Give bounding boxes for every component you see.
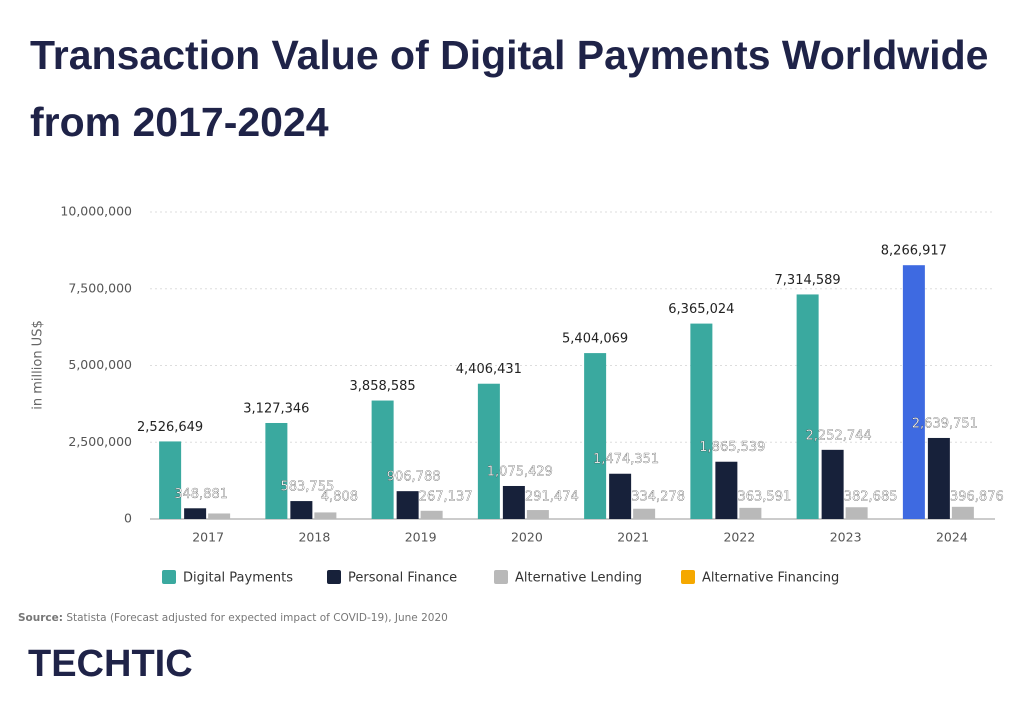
bar — [290, 501, 313, 519]
bar — [927, 437, 950, 519]
x-tick-label: 2020 — [511, 530, 543, 545]
bar — [420, 510, 443, 519]
bar — [902, 265, 925, 519]
legend-swatch — [327, 570, 341, 584]
x-tick-label: 2022 — [723, 530, 755, 545]
source-label: Source: — [18, 612, 63, 624]
bar — [314, 512, 337, 519]
legend-label: Alternative Lending — [515, 571, 642, 586]
value-label: 2,526,649 — [137, 420, 203, 435]
value-label: 8,266,917 — [881, 244, 947, 259]
legend-swatch — [681, 570, 695, 584]
bar — [208, 513, 231, 519]
value-label: 396,876 — [950, 490, 1004, 505]
chart-title: from 2017-2024 — [30, 99, 329, 145]
y-tick-label: 10,000,000 — [60, 204, 132, 219]
value-label: 4,808 — [321, 490, 358, 505]
value-label: 2,639,751 — [912, 416, 978, 431]
bar — [265, 422, 288, 519]
bar — [739, 507, 762, 519]
x-tick-label: 2024 — [936, 530, 968, 545]
y-tick-label: 0 — [124, 511, 132, 526]
value-label: 906,788 — [387, 470, 441, 485]
value-label: 3,127,346 — [243, 401, 309, 416]
x-tick-label: 2023 — [830, 530, 862, 545]
x-tick-label: 2018 — [298, 530, 330, 545]
x-tick-label: 2021 — [617, 530, 649, 545]
chart-title: Transaction Value of Digital Payments Wo… — [30, 32, 988, 78]
bar — [821, 449, 844, 519]
bar — [690, 323, 713, 519]
value-label: 2,252,744 — [806, 428, 872, 443]
legend-swatch — [494, 570, 508, 584]
bar — [609, 473, 632, 519]
source-text: Statista (Forecast adjusted for expected… — [66, 612, 448, 624]
bar — [526, 510, 549, 519]
bar — [371, 400, 394, 519]
legend-swatch — [162, 570, 176, 584]
legend-label: Alternative Financing — [702, 571, 839, 586]
value-label: 1,075,429 — [487, 464, 553, 479]
value-label: 583,755 — [280, 480, 334, 495]
value-label: 3,858,585 — [350, 379, 416, 394]
y-tick-label: 5,000,000 — [68, 357, 132, 372]
x-tick-label: 2017 — [192, 530, 224, 545]
y-axis-label: in million US$ — [31, 320, 46, 409]
logo: TECHTIC — [28, 643, 193, 685]
bar — [845, 507, 868, 519]
value-label: 363,591 — [737, 490, 791, 505]
value-label: 7,314,589 — [775, 273, 841, 288]
value-label: 267,137 — [419, 490, 473, 505]
value-label: 291,474 — [525, 490, 579, 505]
value-label: 1,865,539 — [699, 440, 765, 455]
value-label: 348,881 — [174, 487, 228, 502]
value-label: 4,406,431 — [456, 362, 522, 377]
bar — [951, 506, 974, 519]
source: Source: Statista (Forecast adjusted for … — [18, 612, 448, 624]
bar — [396, 491, 419, 519]
value-label: 382,685 — [844, 490, 898, 505]
bar — [584, 353, 607, 519]
legend-label: Digital Payments — [183, 571, 293, 586]
bar — [633, 508, 656, 519]
y-tick-label: 2,500,000 — [68, 434, 132, 449]
y-tick-label: 7,500,000 — [68, 280, 132, 295]
value-label: 1,474,351 — [593, 452, 659, 467]
legend-label: Personal Finance — [348, 571, 457, 586]
value-label: 6,365,024 — [668, 302, 734, 317]
value-label: 5,404,069 — [562, 332, 628, 347]
bar — [796, 294, 819, 519]
bar — [477, 383, 500, 519]
bar — [159, 441, 182, 519]
bar — [502, 485, 525, 519]
bar — [715, 461, 738, 519]
value-label: 334,278 — [631, 490, 685, 505]
bar — [184, 508, 207, 519]
x-tick-label: 2019 — [405, 530, 437, 545]
